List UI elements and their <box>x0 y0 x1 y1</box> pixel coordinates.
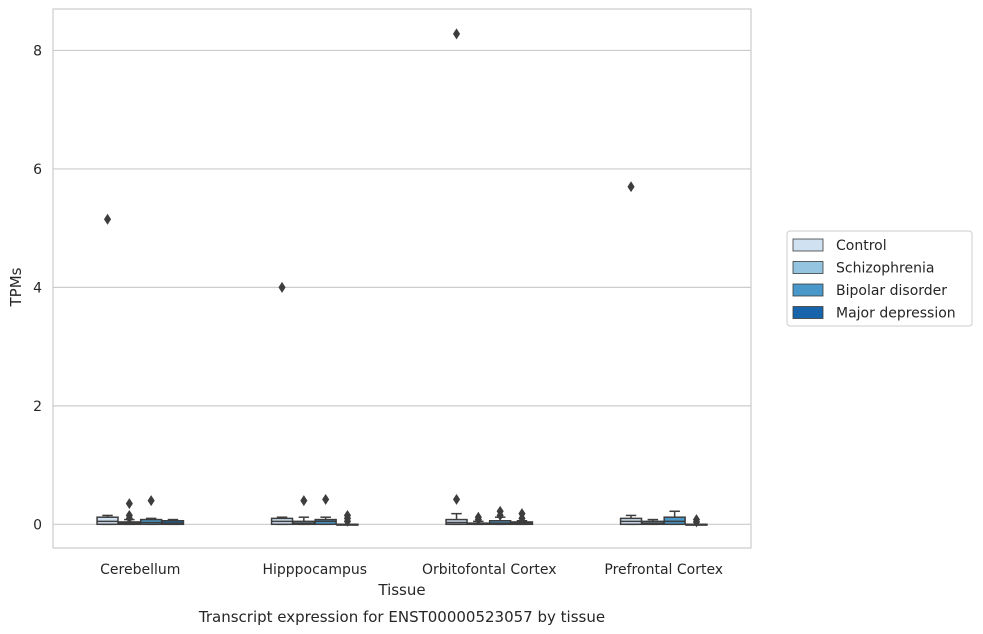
x-axis-label: Tissue <box>377 581 425 599</box>
outlier-point <box>496 509 504 521</box>
y-axis-label: TPMs <box>7 267 25 307</box>
outlier-point <box>474 514 482 526</box>
y-tick-label: 8 <box>33 43 42 59</box>
x-tick-label: Orbitofontal Cortex <box>422 562 557 578</box>
y-tick-label: 4 <box>33 280 42 296</box>
box-bipolar-disorder <box>488 505 512 526</box>
outlier-point <box>125 512 133 524</box>
chart-caption: Transcript expression for ENST0000052305… <box>198 608 605 626</box>
x-tick-labels: Cerebellum Hipppocampus Orbitofontal Corte… <box>100 562 723 578</box>
outlier-point <box>692 516 701 528</box>
y-tick-label: 0 <box>33 517 42 533</box>
box-control <box>445 28 468 526</box>
box-control <box>96 213 119 526</box>
box-schizophrenia <box>118 498 141 526</box>
y-tick-label: 6 <box>33 162 42 178</box>
y-tick-labels: 0 2 4 6 8 <box>33 43 42 533</box>
legend-label: Bipolar disorder <box>836 283 947 299</box>
outlier-point <box>452 493 461 505</box>
outlier-point <box>452 28 461 40</box>
x-tick-label: Hipppocampus <box>262 562 367 578</box>
box-bipolar-disorder <box>663 510 686 526</box>
legend-label: Control <box>836 238 887 254</box>
box-major-depression <box>161 518 185 526</box>
legend-swatch <box>792 261 824 274</box>
outlier-point <box>103 213 112 225</box>
legend-swatch <box>792 238 824 252</box>
outlier-point <box>627 181 635 193</box>
outlier-point <box>278 281 286 293</box>
x-tick-label: Prefrontal Cortex <box>604 562 723 578</box>
box-major-depression <box>510 508 534 526</box>
outlier-point <box>518 512 526 524</box>
legend-label: Major depression <box>836 306 956 322</box>
box-major-depression <box>685 514 708 528</box>
outlier-point <box>147 495 155 507</box>
x-tick-label: Cerebellum <box>100 562 180 578</box>
legend-label: Schizophrenia <box>836 261 934 277</box>
plot-area-frame <box>52 8 752 549</box>
legend: Control Schizophrenia Bipolar disorder Majo… <box>786 230 973 327</box>
y-tick-label: 2 <box>33 399 42 415</box>
legend-swatch <box>792 306 824 319</box>
box-control <box>270 281 294 526</box>
box-schizophrenia <box>292 495 316 526</box>
box-control <box>619 181 643 526</box>
legend-swatch <box>792 283 824 297</box>
outlier-point <box>300 495 308 507</box>
y-gridlines <box>53 49 751 525</box>
outlier-point <box>343 515 352 527</box>
box-layer <box>96 28 708 528</box>
legend-frame <box>786 230 973 327</box>
outlier-point <box>125 498 133 510</box>
box-schizophrenia <box>467 511 490 526</box>
box-bipolar-disorder <box>139 495 163 526</box>
box-major-depression <box>336 509 359 527</box>
outlier-point <box>322 493 330 505</box>
box-schizophrenia <box>641 518 665 526</box>
box-bipolar-disorder <box>314 493 337 526</box>
